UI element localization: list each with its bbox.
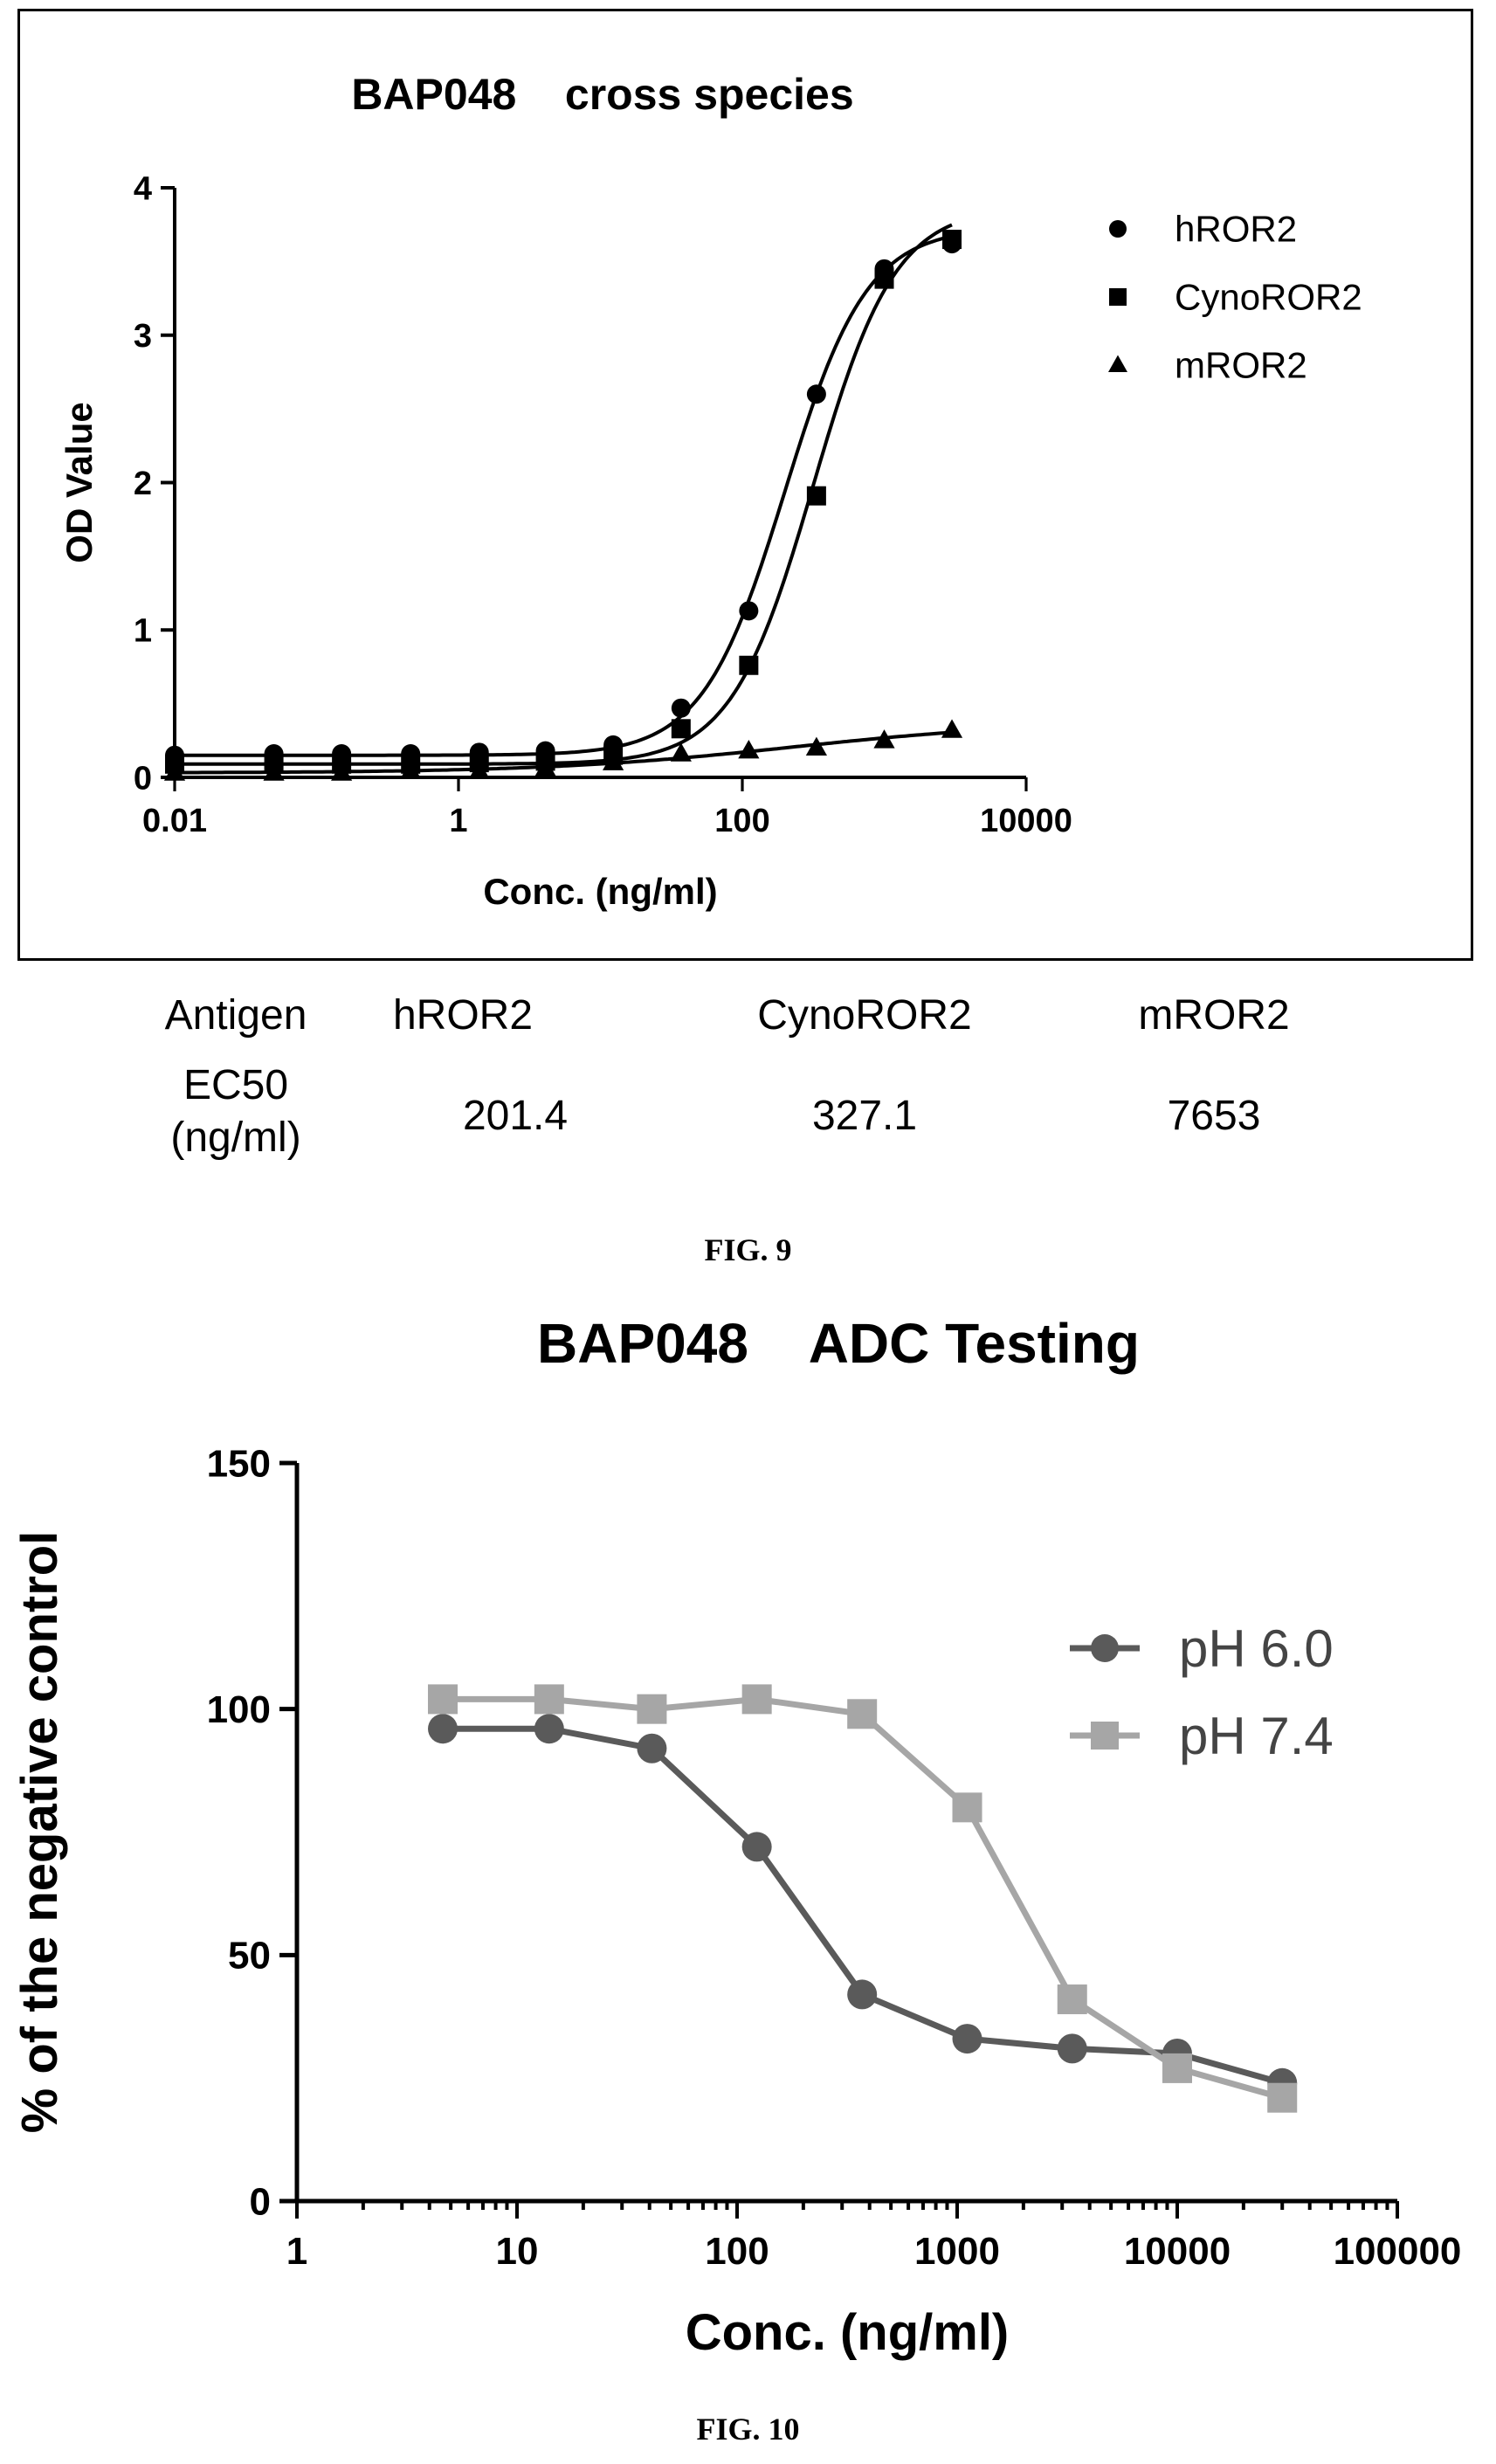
ec50-value-cynoror2: 327.1 [811, 1093, 918, 1139]
fig9-caption: FIG. 9 [704, 1232, 792, 1267]
fig9-data-point [874, 269, 894, 289]
fig10-data-point [428, 1714, 458, 1744]
fig9-data-point [873, 729, 895, 749]
fig9-fit-curve [175, 234, 953, 757]
fig10-y-tick-label: 50 [228, 1935, 271, 1977]
fig9-legend-label: CynoROR2 [1175, 277, 1362, 318]
ec50-header-cynoror2: CynoROR2 [757, 992, 972, 1039]
fig10-data-point [637, 1733, 667, 1763]
fig10-x-tick-label: 10000 [1124, 2230, 1231, 2273]
fig9-legend-marker [1108, 355, 1127, 372]
fig9-data-point [941, 719, 963, 738]
fig9-data-point [534, 757, 556, 776]
fig10-chart: BAP048 ADC Testing 0 50 100 150 1 10 100 1000 100… [11, 1312, 1462, 2361]
fig9-data-point [806, 384, 826, 404]
ec50-table: Antigen hROR2 CynoROR2 mROR2 EC50 (ng/ml… [0, 974, 1496, 1192]
fig9-data-point [163, 762, 186, 781]
fig10-title: BAP048 ADC Testing [537, 1312, 1140, 1375]
fig10-data-point [952, 2024, 982, 2054]
fig9-data-point [739, 601, 759, 621]
fig9-series-1 [165, 223, 962, 774]
ec50-row-label-line1: EC50 [183, 1062, 289, 1108]
ec50-row-label-line2: (ng/ml) [170, 1115, 301, 1161]
fig9-data-point [806, 486, 826, 506]
fig9-y-tick-label: 0 [134, 760, 152, 797]
fig10-data-point [1267, 2082, 1298, 2113]
fig9-fit-curve [175, 223, 953, 766]
fig9-data-point [400, 760, 422, 780]
fig9-data-point [670, 742, 692, 762]
fig9-chart-frame [17, 9, 1473, 961]
fig9-chart: BAP048 cross species 0 1 2 3 4 0.01 1 100 10000 Co… [59, 70, 1362, 912]
fig10-x-axis-label: Conc. (ng/ml) [686, 2304, 1010, 2361]
fig9-legend-label: mROR2 [1175, 345, 1307, 386]
fig9-legend-label: hROR2 [1175, 209, 1297, 250]
ec50-value-mror2: 7653 [1167, 1093, 1261, 1139]
fig9-data-point [942, 230, 962, 250]
fig10-data-point [1057, 1984, 1087, 2015]
ec50-header-antigen: Antigen [164, 992, 307, 1039]
fig10-data-point [534, 1684, 564, 1715]
ec50-header-hror2: hROR2 [392, 992, 534, 1039]
fig10-series-line [443, 1725, 1284, 2087]
fig10-data-point [952, 1792, 982, 1823]
fig10-data-point [1162, 2053, 1192, 2083]
fig10-x-tick-label: 1000 [914, 2230, 1000, 2273]
fig10-data-point [847, 1979, 878, 2010]
fig10-x-tick-label: 100000 [1334, 2230, 1462, 2273]
fig10-data-point [741, 1684, 772, 1715]
fig9-data-point [331, 762, 353, 781]
fig10-series-1 [428, 1684, 1298, 2113]
fig9-y-tick-label: 3 [134, 318, 152, 355]
fig9-data-point [805, 736, 827, 756]
fig10-caption: FIG. 10 [696, 2412, 800, 2447]
fig9-x-tick-label: 0.01 [142, 803, 207, 839]
fig9-data-point [739, 655, 759, 675]
fig9-series-2 [163, 719, 963, 781]
fig10-y-tick-label: 100 [207, 1688, 271, 1731]
fig9-legend-marker [1109, 220, 1127, 238]
fig10-legend-label: pH 6.0 [1179, 1619, 1334, 1678]
fig9-y-tick-label: 4 [134, 170, 152, 207]
fig10-series-line [443, 1695, 1284, 2102]
fig10-data-point [428, 1684, 458, 1715]
fig9-x-tick-label: 100 [714, 803, 769, 839]
fig10-data-point [1057, 2033, 1087, 2064]
fig9-data-point [603, 751, 624, 770]
ec50-header-mror2: mROR2 [1138, 992, 1290, 1039]
fig9-y-axis-label: OD Value [59, 402, 100, 563]
fig9-fit-curve [175, 730, 953, 775]
fig9-y-tick-label: 2 [134, 466, 152, 502]
fig10-series-0 [428, 1714, 1298, 2098]
fig10-data-point [847, 1699, 878, 1729]
fig10-legend-marker [1091, 1722, 1119, 1750]
fig10-data-point [534, 1714, 564, 1744]
fig10-y-tick-label: 0 [250, 2180, 271, 2223]
fig9-data-point [671, 719, 691, 739]
fig10-x-tick-label: 100 [705, 2230, 769, 2273]
ec50-value-hror2: 201.4 [462, 1093, 569, 1139]
fig10-legend-marker [1091, 1634, 1119, 1662]
fig10-data-point [741, 1832, 772, 1862]
fig9-x-axis-label: Conc. (ng/ml) [483, 871, 717, 912]
fig9-data-point [738, 739, 760, 759]
fig9-data-point [263, 762, 285, 781]
fig9-title: BAP048 cross species [351, 70, 853, 119]
fig10-y-axis-label: % of the negative control [11, 1531, 68, 2134]
fig9-data-point [468, 760, 490, 780]
fig9-series-0 [165, 234, 962, 765]
fig10-x-tick-label: 1 [286, 2230, 307, 2273]
fig10-y-tick-label: 150 [207, 1442, 271, 1485]
fig9-legend-marker [1109, 288, 1127, 306]
fig9-x-tick-label: 1 [449, 803, 467, 839]
fig9-y-tick-label: 1 [134, 613, 152, 650]
fig10-data-point [637, 1694, 667, 1724]
fig10-legend-label: pH 7.4 [1179, 1707, 1334, 1765]
fig10-x-tick-label: 10 [496, 2230, 539, 2273]
fig9-x-tick-label: 10000 [980, 803, 1072, 839]
fig9-data-point [671, 698, 691, 718]
